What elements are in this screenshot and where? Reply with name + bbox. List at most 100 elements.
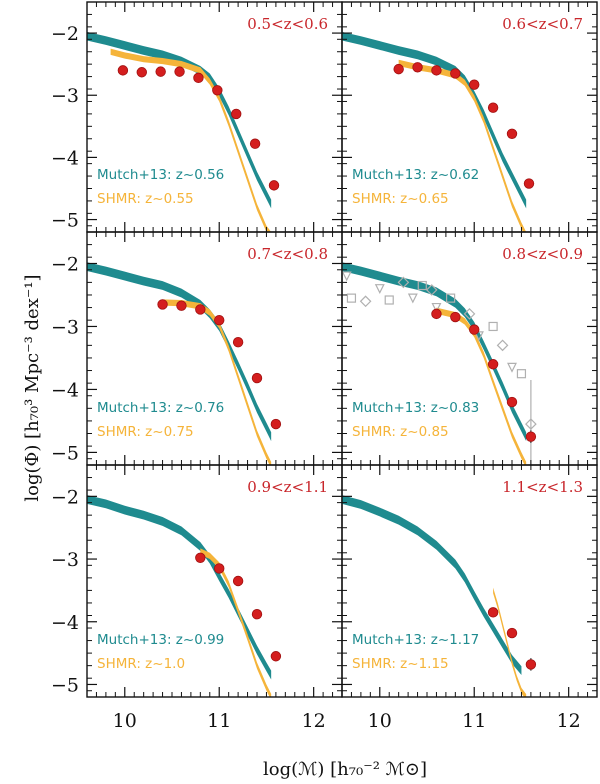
panel-5: −2 −3 −4 −5 10 11 12 0.9<z<1.1 Mutch+13: z~0.99 S… xyxy=(51,464,343,732)
plot-area xyxy=(87,262,282,465)
x-tick-label: 11 xyxy=(462,710,486,732)
y-tick-label: −5 xyxy=(51,674,79,696)
y-tick-label: −2 xyxy=(51,23,79,45)
red-point xyxy=(523,178,535,189)
x-tick-label: 11 xyxy=(207,710,231,732)
gray-point xyxy=(374,284,385,295)
teal-band xyxy=(87,495,272,680)
gray-point xyxy=(463,308,476,320)
mutch-label: Mutch+13: z~0.83 xyxy=(352,400,479,416)
red-point xyxy=(232,337,244,348)
plot-area xyxy=(342,262,537,465)
orange-band xyxy=(200,548,272,697)
red-point xyxy=(174,66,185,77)
red-point xyxy=(214,314,225,326)
redshift-range-label: 1.1<z<1.3 xyxy=(502,478,583,496)
panel-6: 10 11 12 1.1<z<1.3 Mutch+13: z~1.17 SHMR: z~1… xyxy=(341,464,598,732)
red-point xyxy=(117,65,129,76)
y-tick-label: −3 xyxy=(51,549,79,571)
gray-point xyxy=(397,276,410,289)
x-tick-label: 12 xyxy=(302,710,326,732)
red-point xyxy=(268,180,280,191)
gray-point xyxy=(342,271,352,282)
x-tick-label: 10 xyxy=(368,710,392,732)
redshift-range-label: 0.5<z<0.6 xyxy=(247,15,328,33)
y-tick-label: −2 xyxy=(51,253,79,275)
red-point xyxy=(506,396,518,408)
red-point xyxy=(270,418,282,430)
gray-point xyxy=(507,362,517,373)
red-point xyxy=(212,85,223,96)
red-point xyxy=(450,311,461,323)
shmr-label: SHMR: z~0.65 xyxy=(352,191,449,207)
x-axis-label: log(ℳ) [h₇₀⁻² ℳ⊙] xyxy=(263,759,427,780)
red-point xyxy=(469,79,480,90)
red-point xyxy=(431,308,442,320)
gray-point xyxy=(446,293,456,303)
panel-frame xyxy=(341,464,598,698)
red-point xyxy=(195,552,206,564)
red-point xyxy=(450,68,461,79)
y-tick-label: −4 xyxy=(51,379,79,401)
red-point xyxy=(232,575,244,587)
redshift-range-label: 0.6<z<0.7 xyxy=(502,15,583,33)
x-tick-label: 12 xyxy=(557,710,581,732)
y-tick-label: −5 xyxy=(51,210,79,232)
red-point xyxy=(157,299,168,310)
gray-point xyxy=(359,295,372,308)
orange-band xyxy=(110,48,272,232)
teal-band xyxy=(342,495,522,676)
orange-band xyxy=(436,307,527,465)
red-point xyxy=(525,659,537,670)
red-point xyxy=(176,300,187,311)
y-tick-label: −5 xyxy=(51,442,79,464)
red-point xyxy=(506,627,518,639)
shmr-label: SHMR: z~1.15 xyxy=(352,656,449,672)
red-point xyxy=(270,651,282,662)
plot-area xyxy=(87,495,282,697)
gray-point xyxy=(516,369,527,379)
mutch-label: Mutch+13: z~0.99 xyxy=(97,632,224,648)
shmr-label: SHMR: z~0.55 xyxy=(97,191,194,207)
panel-1: −2 −3 −4 −5 0.5<z<0.6 Mutch+13: z~0.56 SHMR: z… xyxy=(51,1,343,233)
red-point xyxy=(193,72,204,84)
panel-3: −2 −3 −4 −5 0.7<z<0.8 Mutch+13: z~0.76 SHMR: z… xyxy=(51,231,343,466)
red-point xyxy=(431,65,442,76)
y-tick-label: −3 xyxy=(51,316,79,338)
red-point xyxy=(393,63,404,75)
red-point xyxy=(487,359,499,370)
mutch-label: Mutch+13: z~0.56 xyxy=(97,167,224,183)
panel-4: 0.8<z<0.9 Mutch+13: z~0.83 SHMR: z~0.85 xyxy=(341,231,598,466)
panel-2: 0.6<z<0.7 Mutch+13: z~0.62 SHMR: z~0.65 xyxy=(341,1,598,233)
gray-point xyxy=(384,295,394,305)
mutch-label: Mutch+13: z~0.62 xyxy=(352,167,479,183)
shmr-label: SHMR: z~1.0 xyxy=(97,656,185,672)
plot-area xyxy=(342,31,535,232)
gray-point xyxy=(488,321,498,332)
redshift-range-label: 0.7<z<0.8 xyxy=(247,245,328,263)
orange-band xyxy=(493,587,527,697)
red-point xyxy=(469,324,480,335)
gray-point xyxy=(525,418,537,430)
teal-band xyxy=(87,31,272,209)
red-point xyxy=(412,62,423,73)
red-point xyxy=(136,67,147,78)
red-point xyxy=(195,304,206,315)
red-point xyxy=(506,128,518,139)
red-point xyxy=(251,609,263,620)
redshift-range-label: 0.9<z<1.1 xyxy=(247,478,328,496)
plot-area xyxy=(87,31,280,232)
red-point xyxy=(214,563,225,574)
gray-point xyxy=(407,293,418,304)
shmr-label: SHMR: z~0.75 xyxy=(97,424,194,440)
y-tick-label: −4 xyxy=(51,612,79,634)
mutch-label: Mutch+13: z~1.17 xyxy=(352,632,479,648)
red-point xyxy=(487,607,499,618)
plot-area xyxy=(342,495,537,697)
red-point xyxy=(249,138,261,149)
gray-point xyxy=(496,339,509,352)
y-tick-label: −2 xyxy=(51,486,79,508)
redshift-range-label: 0.8<z<0.9 xyxy=(502,245,583,263)
x-tick-label: 10 xyxy=(113,710,137,732)
